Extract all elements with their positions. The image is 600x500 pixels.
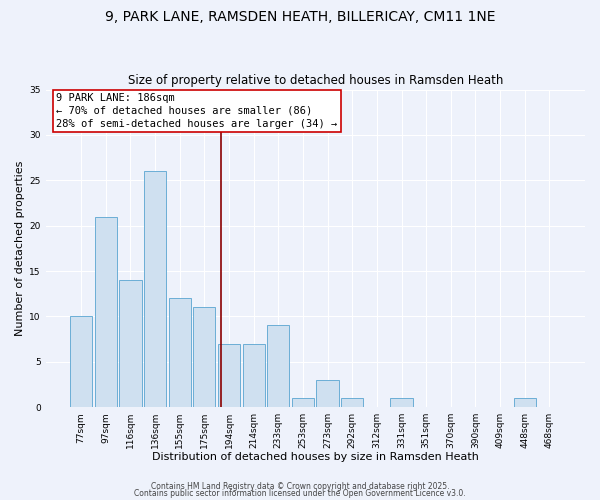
Bar — [95, 216, 117, 407]
Bar — [316, 380, 338, 407]
Text: Contains public sector information licensed under the Open Government Licence v3: Contains public sector information licen… — [134, 489, 466, 498]
Bar — [144, 171, 166, 407]
Title: Size of property relative to detached houses in Ramsden Heath: Size of property relative to detached ho… — [128, 74, 503, 87]
X-axis label: Distribution of detached houses by size in Ramsden Heath: Distribution of detached houses by size … — [152, 452, 479, 462]
Bar — [292, 398, 314, 407]
Bar — [391, 398, 413, 407]
Bar — [514, 398, 536, 407]
Bar — [70, 316, 92, 407]
Y-axis label: Number of detached properties: Number of detached properties — [15, 160, 25, 336]
Bar — [169, 298, 191, 407]
Bar — [218, 344, 240, 407]
Bar — [341, 398, 364, 407]
Bar — [119, 280, 142, 407]
Bar — [267, 326, 289, 407]
Text: 9, PARK LANE, RAMSDEN HEATH, BILLERICAY, CM11 1NE: 9, PARK LANE, RAMSDEN HEATH, BILLERICAY,… — [105, 10, 495, 24]
Bar — [193, 308, 215, 407]
Text: Contains HM Land Registry data © Crown copyright and database right 2025.: Contains HM Land Registry data © Crown c… — [151, 482, 449, 491]
Text: 9 PARK LANE: 186sqm
← 70% of detached houses are smaller (86)
28% of semi-detach: 9 PARK LANE: 186sqm ← 70% of detached ho… — [56, 92, 338, 129]
Bar — [242, 344, 265, 407]
